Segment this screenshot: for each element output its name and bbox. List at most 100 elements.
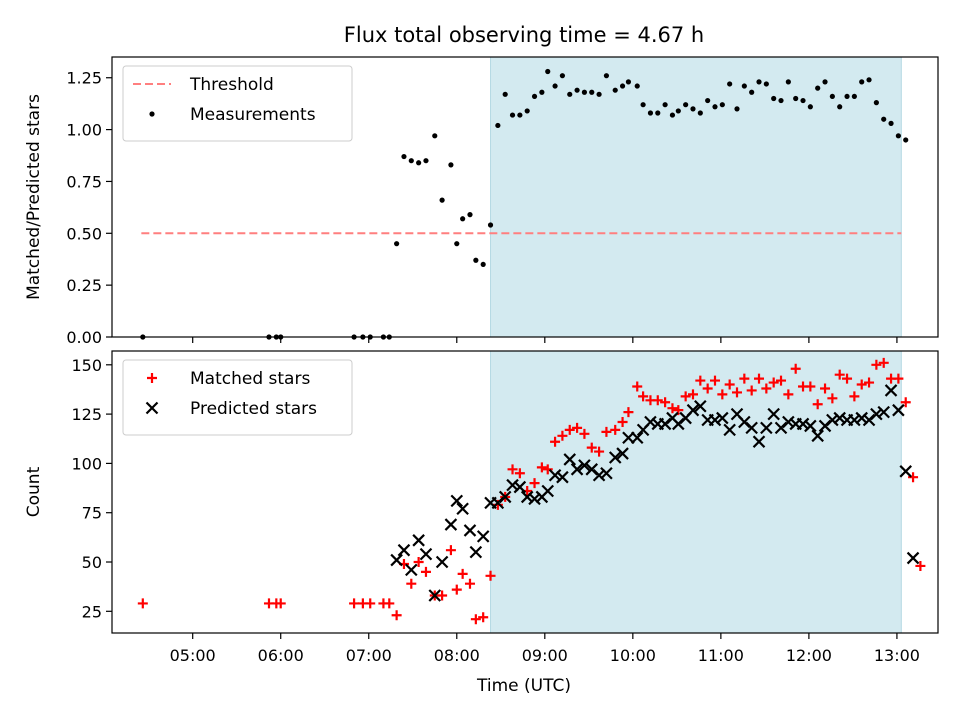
matched-stars-point: [485, 570, 496, 581]
matched-stars-point: [632, 381, 643, 392]
matched-stars-point: [542, 464, 553, 475]
matched-stars-point: [739, 373, 750, 384]
matched-stars-point: [623, 407, 634, 418]
y-tick-label: 0.75: [66, 172, 102, 191]
matched-stars-point: [878, 357, 889, 368]
predicted-stars-point: [412, 534, 425, 547]
measurement-point: [712, 104, 718, 110]
measurement-point: [640, 102, 646, 108]
x-axis-label: Time (UTC): [476, 676, 571, 696]
matched-stars-point: [871, 359, 882, 370]
y-tick-label: 150: [71, 356, 102, 375]
predicted-stars-point: [826, 413, 839, 427]
predicted-stars-point: [694, 399, 707, 413]
x-tick-label: 13:00: [874, 646, 920, 665]
measurement-point: [454, 241, 460, 247]
predicted-stars-point: [752, 435, 766, 448]
matched-stars-point: [413, 557, 424, 568]
predicted-stars-point: [848, 413, 861, 427]
measurement-point: [895, 133, 901, 139]
predicted-stars-point: [870, 407, 883, 421]
predicted-stars-point: [520, 490, 534, 504]
predicted-stars-point: [450, 494, 464, 508]
legend-label: Measurements: [190, 105, 316, 125]
measurement-point: [741, 83, 747, 89]
measurement-point: [567, 91, 573, 97]
matched-stars-point: [660, 397, 671, 408]
matched-stars-point: [557, 430, 568, 441]
measurement-point: [734, 106, 740, 112]
measurement-point: [625, 79, 632, 85]
x-tick-label: 09:00: [522, 646, 568, 665]
predicted-stars-point: [616, 447, 629, 460]
predicted-stars-point: [435, 555, 449, 569]
y-tick-label: 0.25: [66, 276, 102, 295]
x-tick-label: 05:00: [170, 646, 216, 665]
matched-stars-point: [365, 598, 376, 609]
matched-stars-point: [702, 383, 713, 394]
matched-stars-point: [849, 391, 860, 402]
predicted-stars-point: [906, 551, 920, 565]
measurement-point: [675, 108, 681, 114]
matched-stars-point: [507, 464, 518, 475]
matched-stars-point: [724, 379, 735, 390]
legend-label: Predicted stars: [190, 399, 317, 419]
predicted-stars-point: [456, 502, 469, 516]
measurement-point: [545, 68, 551, 75]
legend-measurements-swatch: [149, 111, 155, 117]
measurement-point: [408, 158, 414, 164]
measurement-point: [851, 93, 857, 100]
measurement-point: [473, 257, 479, 263]
measurement-point: [844, 93, 850, 100]
matched-stars-point: [695, 375, 706, 386]
matched-stars-point: [754, 373, 765, 384]
matched-stars-point: [384, 598, 395, 609]
series-measurements: [140, 68, 909, 340]
matched-stars-point: [680, 391, 691, 402]
matched-stars-point: [856, 379, 867, 390]
measurement-point: [552, 83, 558, 89]
matched-stars-point: [564, 424, 575, 435]
measurement-point: [697, 110, 703, 116]
predicted-stars-point: [469, 545, 483, 559]
predicted-stars-point: [884, 384, 898, 397]
series-predicted-stars: [390, 384, 920, 602]
predicted-stars-point: [892, 403, 905, 417]
measurement-point: [439, 197, 445, 203]
measurement-point: [793, 95, 799, 102]
measurement-point: [612, 87, 618, 93]
panel-ratio: 0.00 0.25 0.50 0.75 1.00 1.25 Matched/Predicte…: [24, 56, 939, 347]
measurement-point: [524, 108, 530, 114]
measurement-point: [785, 79, 791, 85]
y-axis-label-ratio: Matched/Predicted stars: [24, 94, 44, 300]
measurement-point: [669, 112, 676, 118]
predicted-stars-point: [608, 451, 622, 464]
measurement-point: [460, 216, 466, 222]
measurement-point: [662, 102, 668, 108]
predicted-stars-point: [548, 468, 562, 482]
predicted-stars-point: [811, 429, 824, 443]
predicted-stars-point: [419, 547, 433, 561]
matched-stars-point: [746, 385, 757, 396]
matched-stars-point: [834, 369, 845, 380]
measurement-point: [502, 91, 508, 97]
matched-stars-point: [550, 436, 561, 447]
measurement-point: [531, 93, 538, 100]
matched-stars-point: [478, 612, 489, 623]
measurement-point: [394, 241, 400, 247]
matched-stars-point: [687, 389, 698, 400]
measurement-point: [574, 87, 580, 93]
y-tick-label: 125: [71, 405, 102, 424]
matched-stars-point: [275, 598, 286, 609]
measurement-point: [647, 110, 654, 116]
measurement-point: [727, 81, 733, 87]
predicted-stars-point: [855, 411, 868, 425]
matched-stars-point: [451, 584, 462, 595]
predicted-stars-point: [498, 490, 512, 504]
measurement-point: [822, 79, 828, 85]
matched-stars-point: [790, 363, 801, 374]
matched-stars-point: [652, 395, 663, 406]
predicted-stars-point: [592, 468, 606, 482]
y-tick-label: 75: [82, 504, 102, 523]
matched-stars-point: [717, 389, 728, 400]
